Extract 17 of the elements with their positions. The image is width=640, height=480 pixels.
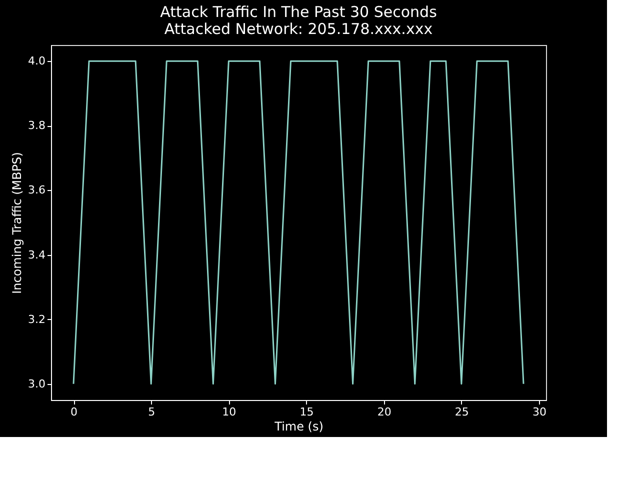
x-tick-label: 10 (222, 406, 236, 418)
x-tick-label: 15 (300, 406, 314, 418)
x-axis-title: Time (s) (274, 420, 324, 434)
x-tick-label: 30 (532, 406, 547, 418)
chart-title: Attack Traffic In The Past 30 Seconds (160, 3, 438, 21)
x-tick-label: 0 (70, 406, 78, 418)
y-tick-label: 3.8 (28, 119, 46, 132)
y-tick-label: 3.6 (28, 184, 46, 197)
y-tick-label: 3.2 (28, 312, 46, 326)
x-tick-label: 20 (377, 406, 392, 418)
x-tick-label: 25 (454, 406, 469, 418)
chart-subtitle: Attacked Network: 205.178.xxx.xxx (164, 20, 433, 38)
y-tick-label: 3.0 (28, 377, 46, 390)
y-tick-label: 4.0 (28, 54, 46, 68)
y-axis-title: Incoming Traffic (MBPS) (10, 152, 24, 294)
y-tick-label: 3.4 (28, 248, 46, 262)
x-tick-label: 5 (148, 406, 156, 418)
